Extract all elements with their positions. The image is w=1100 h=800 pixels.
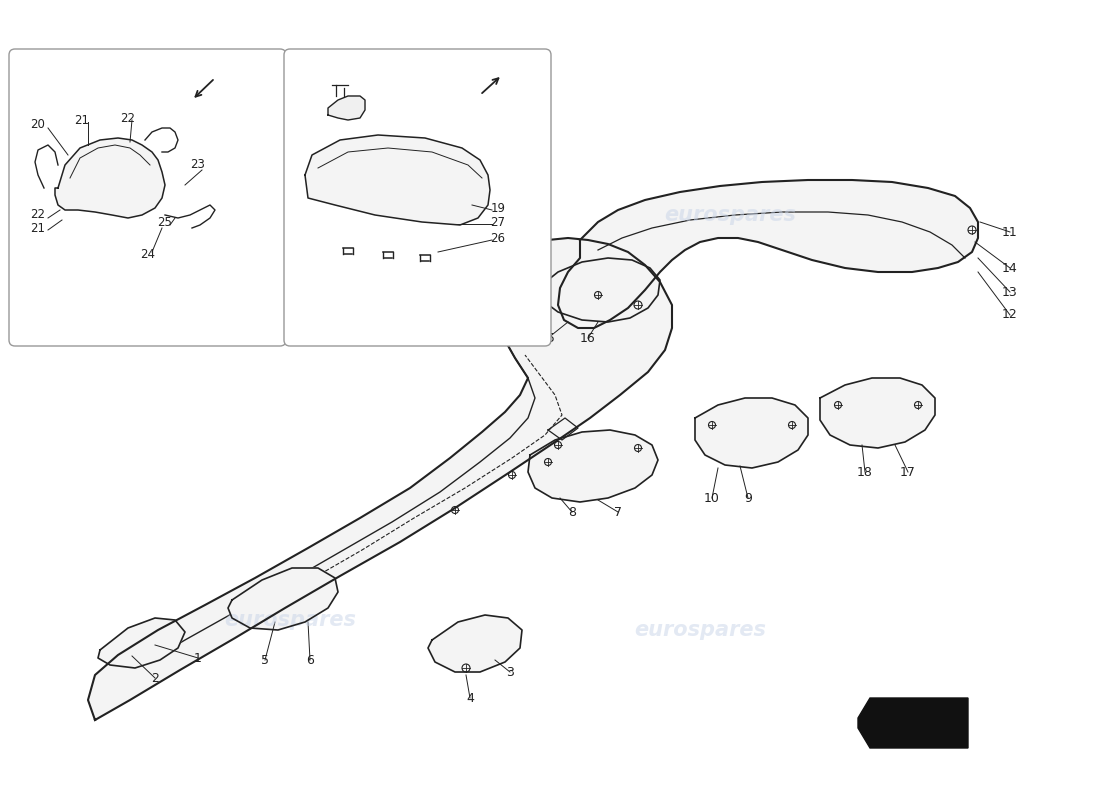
Text: 6: 6 bbox=[306, 654, 313, 666]
Text: 4: 4 bbox=[466, 691, 474, 705]
Text: eurospares: eurospares bbox=[664, 205, 796, 225]
Text: 9: 9 bbox=[744, 491, 752, 505]
Polygon shape bbox=[428, 615, 522, 672]
Polygon shape bbox=[528, 430, 658, 502]
Text: 11: 11 bbox=[1002, 226, 1018, 238]
Text: 21: 21 bbox=[75, 114, 89, 126]
Polygon shape bbox=[558, 180, 978, 328]
Text: 27: 27 bbox=[491, 215, 506, 229]
FancyBboxPatch shape bbox=[9, 49, 286, 346]
Text: 18: 18 bbox=[857, 466, 873, 478]
Text: 13: 13 bbox=[1002, 286, 1018, 298]
Polygon shape bbox=[858, 698, 968, 748]
Text: 22: 22 bbox=[31, 209, 45, 222]
Text: 1: 1 bbox=[194, 651, 202, 665]
Text: 5: 5 bbox=[261, 654, 270, 666]
Text: 14: 14 bbox=[1002, 262, 1018, 274]
Text: eurospares: eurospares bbox=[634, 620, 766, 640]
Polygon shape bbox=[55, 138, 165, 218]
Text: 8: 8 bbox=[568, 506, 576, 518]
Text: 25: 25 bbox=[157, 215, 173, 229]
Polygon shape bbox=[88, 238, 672, 720]
Text: 20: 20 bbox=[31, 118, 45, 131]
Text: 10: 10 bbox=[704, 491, 719, 505]
Text: 16: 16 bbox=[580, 331, 596, 345]
Polygon shape bbox=[695, 398, 808, 468]
Polygon shape bbox=[228, 568, 338, 630]
Text: 22: 22 bbox=[121, 111, 135, 125]
Text: 21: 21 bbox=[31, 222, 45, 234]
Text: 23: 23 bbox=[190, 158, 206, 171]
FancyBboxPatch shape bbox=[284, 49, 551, 346]
Text: eurospares: eurospares bbox=[224, 610, 356, 630]
Text: 3: 3 bbox=[506, 666, 514, 678]
Polygon shape bbox=[820, 378, 935, 448]
Text: 15: 15 bbox=[540, 331, 556, 345]
Text: 17: 17 bbox=[900, 466, 916, 478]
Text: 24: 24 bbox=[141, 249, 155, 262]
Text: 7: 7 bbox=[614, 506, 622, 518]
Text: 12: 12 bbox=[1002, 309, 1018, 322]
Text: 19: 19 bbox=[491, 202, 506, 214]
Text: 26: 26 bbox=[491, 231, 506, 245]
Polygon shape bbox=[98, 618, 185, 668]
Polygon shape bbox=[538, 258, 660, 322]
Polygon shape bbox=[305, 135, 490, 225]
Polygon shape bbox=[328, 96, 365, 120]
Text: 2: 2 bbox=[151, 671, 158, 685]
